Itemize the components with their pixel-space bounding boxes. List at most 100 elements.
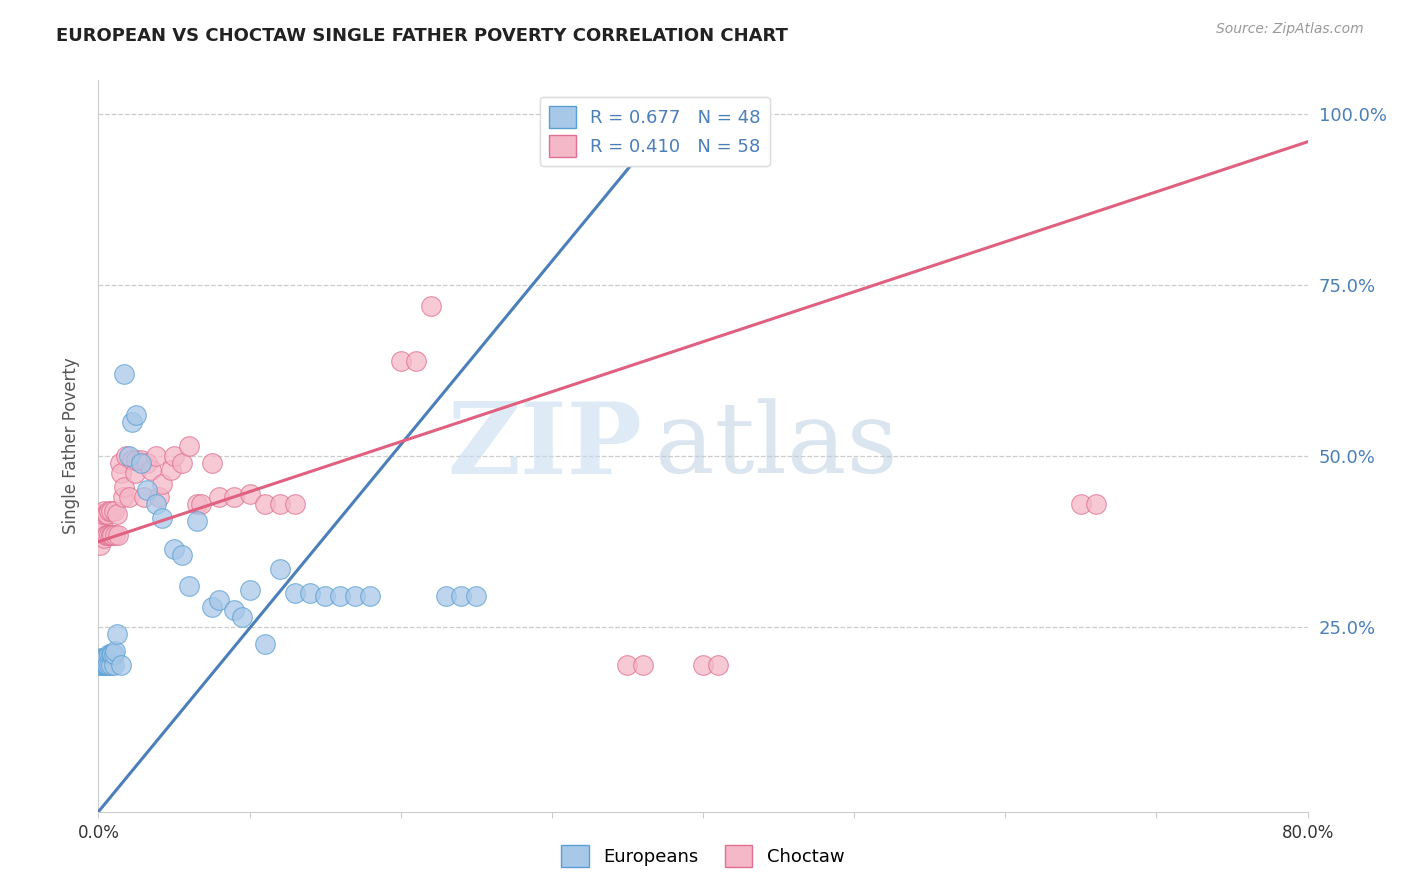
Choctaw — [201, 456, 224, 470]
Choctaw — [135, 456, 157, 470]
Europeans — [465, 590, 488, 604]
Choctaw — [90, 508, 112, 522]
Text: Source: ZipAtlas.com: Source: ZipAtlas.com — [1216, 22, 1364, 37]
Europeans — [90, 657, 112, 672]
Choctaw — [145, 449, 167, 463]
Europeans — [299, 586, 322, 600]
Choctaw — [98, 528, 121, 542]
Europeans — [103, 657, 125, 672]
Europeans — [224, 603, 246, 617]
Text: atlas: atlas — [655, 398, 897, 494]
Europeans — [100, 657, 122, 672]
Y-axis label: Single Father Poverty: Single Father Poverty — [62, 358, 80, 534]
Choctaw — [1070, 497, 1092, 511]
Text: ZIP: ZIP — [447, 398, 643, 494]
Choctaw — [103, 504, 125, 518]
Choctaw — [93, 504, 115, 518]
Europeans — [104, 644, 127, 658]
Choctaw — [91, 521, 114, 535]
Europeans — [121, 415, 143, 429]
Europeans — [129, 456, 152, 470]
Europeans — [118, 449, 141, 463]
Choctaw — [111, 490, 134, 504]
Europeans — [100, 648, 122, 662]
Text: EUROPEAN VS CHOCTAW SINGLE FATHER POVERTY CORRELATION CHART: EUROPEAN VS CHOCTAW SINGLE FATHER POVERT… — [56, 27, 789, 45]
Choctaw — [124, 467, 146, 481]
Europeans — [91, 651, 114, 665]
Europeans — [112, 368, 135, 382]
Choctaw — [93, 531, 115, 545]
Choctaw — [98, 504, 121, 518]
Choctaw — [148, 490, 170, 504]
Choctaw — [101, 528, 124, 542]
Legend: R = 0.677   N = 48, R = 0.410   N = 58: R = 0.677 N = 48, R = 0.410 N = 58 — [540, 96, 769, 166]
Europeans — [98, 657, 121, 672]
Choctaw — [110, 467, 132, 481]
Europeans — [360, 590, 382, 604]
Choctaw — [112, 480, 135, 494]
Choctaw — [100, 528, 122, 542]
Choctaw — [104, 528, 127, 542]
Europeans — [94, 651, 117, 665]
Europeans — [231, 610, 253, 624]
Choctaw — [616, 657, 638, 672]
Choctaw — [179, 439, 201, 453]
Choctaw — [121, 452, 143, 467]
Choctaw — [389, 353, 412, 368]
Europeans — [150, 510, 173, 524]
Choctaw — [269, 497, 291, 511]
Choctaw — [253, 497, 276, 511]
Europeans — [239, 582, 262, 597]
Choctaw — [420, 299, 443, 313]
Europeans — [96, 657, 118, 672]
Europeans — [98, 648, 121, 662]
Choctaw — [224, 490, 246, 504]
Europeans — [344, 590, 367, 604]
Choctaw — [118, 490, 141, 504]
Choctaw — [284, 497, 307, 511]
Europeans — [179, 579, 201, 593]
Europeans — [94, 657, 117, 672]
Europeans — [450, 590, 472, 604]
Europeans — [329, 590, 352, 604]
Europeans — [125, 409, 148, 423]
Europeans — [269, 562, 291, 576]
Europeans — [103, 648, 125, 662]
Europeans — [314, 590, 336, 604]
Legend: Europeans, Choctaw: Europeans, Choctaw — [554, 838, 852, 874]
Choctaw — [105, 508, 128, 522]
Choctaw — [90, 521, 112, 535]
Choctaw — [163, 449, 186, 463]
Choctaw — [91, 508, 114, 522]
Choctaw — [89, 538, 111, 552]
Europeans — [89, 657, 111, 672]
Europeans — [145, 497, 167, 511]
Choctaw — [96, 508, 118, 522]
Europeans — [90, 651, 112, 665]
Europeans — [186, 514, 208, 528]
Choctaw — [108, 456, 131, 470]
Choctaw — [94, 528, 117, 542]
Europeans — [105, 627, 128, 641]
Choctaw — [125, 452, 148, 467]
Europeans — [135, 483, 157, 498]
Europeans — [93, 651, 115, 665]
Europeans — [434, 590, 457, 604]
Europeans — [284, 586, 307, 600]
Choctaw — [631, 657, 654, 672]
Choctaw — [100, 504, 122, 518]
Europeans — [208, 592, 231, 607]
Choctaw — [405, 353, 427, 368]
Europeans — [201, 599, 224, 614]
Europeans — [163, 541, 186, 556]
Choctaw — [160, 463, 183, 477]
Choctaw — [94, 508, 117, 522]
Choctaw — [141, 463, 163, 477]
Europeans — [93, 657, 115, 672]
Europeans — [110, 657, 132, 672]
Choctaw — [186, 497, 208, 511]
Choctaw — [190, 497, 212, 511]
Europeans — [170, 549, 193, 563]
Choctaw — [707, 657, 730, 672]
Choctaw — [1085, 497, 1108, 511]
